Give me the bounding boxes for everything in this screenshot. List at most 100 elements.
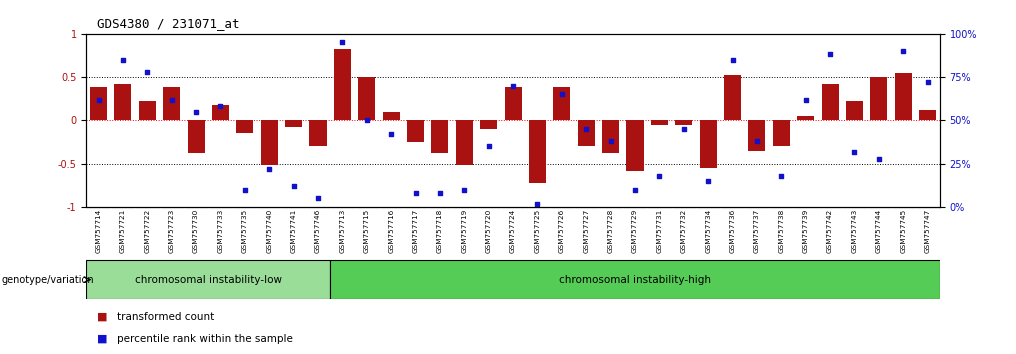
Bar [627,120,643,171]
Bar [846,101,863,120]
Bar [334,49,351,120]
Bar [602,120,619,153]
Text: GSM757740: GSM757740 [266,209,272,253]
Text: GSM757745: GSM757745 [900,209,906,253]
Point [456,187,472,193]
Text: GSM757724: GSM757724 [510,209,516,253]
Text: GSM757733: GSM757733 [217,209,224,253]
Bar [529,120,546,183]
Bar [212,105,229,120]
Bar [554,87,570,120]
Text: ■: ■ [97,312,107,322]
Text: GSM757719: GSM757719 [461,209,467,253]
Point [285,183,302,189]
Text: GSM757743: GSM757743 [851,209,858,253]
Bar [261,120,277,165]
Bar [139,101,155,120]
Text: GSM757738: GSM757738 [778,209,784,253]
Text: GSM757728: GSM757728 [608,209,614,253]
Point [212,104,229,109]
Bar [90,87,107,120]
Point [578,126,594,132]
Text: GSM757736: GSM757736 [729,209,736,253]
Bar [651,120,668,125]
Bar [578,120,594,147]
Point [164,97,180,102]
Bar [505,87,521,120]
Text: GSM757713: GSM757713 [339,209,345,253]
Bar [407,120,424,142]
Bar [871,77,887,120]
Point [554,92,570,97]
Text: GSM757747: GSM757747 [925,209,931,253]
Bar [481,120,497,129]
Point [237,187,253,193]
Text: GSM757716: GSM757716 [388,209,394,253]
Point [334,40,351,45]
Bar [798,116,814,120]
Bar [310,120,326,147]
Bar [164,87,180,120]
Point [871,156,887,161]
Point [481,144,497,149]
Point [407,190,424,196]
Point [919,79,936,85]
Text: GSM757739: GSM757739 [803,209,809,253]
Text: GSM757734: GSM757734 [705,209,711,253]
Text: GDS4380 / 231071_at: GDS4380 / 231071_at [97,17,239,30]
Text: genotype/variation: genotype/variation [1,275,93,285]
Text: chromosomal instability-high: chromosomal instability-high [559,275,711,285]
Bar [237,120,253,133]
Point [139,69,155,75]
Text: GSM757732: GSM757732 [681,209,687,253]
Point [773,173,789,179]
Bar [86,260,330,299]
Point [505,83,521,88]
Bar [700,120,716,168]
Text: GSM757746: GSM757746 [315,209,321,253]
Point [383,131,399,137]
Point [846,149,863,154]
Text: GSM757737: GSM757737 [754,209,760,253]
Text: GSM757723: GSM757723 [169,209,175,253]
Bar [456,120,472,165]
Text: GSM757720: GSM757720 [486,209,492,253]
Text: GSM757726: GSM757726 [559,209,565,253]
Bar [773,120,789,147]
Point [627,187,643,193]
Point [749,138,765,144]
Bar [919,110,936,120]
Point [432,190,448,196]
Point [261,166,277,172]
Bar [188,120,204,153]
Text: ■: ■ [97,333,107,343]
Point [651,173,668,179]
Text: GSM757731: GSM757731 [656,209,662,253]
Point [700,178,716,184]
Point [798,97,814,102]
Text: GSM757744: GSM757744 [876,209,882,253]
Point [724,57,741,62]
Point [310,196,326,201]
Text: GSM757721: GSM757721 [120,209,126,253]
Point [676,126,692,132]
Bar [383,112,399,120]
Point [602,138,619,144]
Bar [285,120,302,127]
Text: percentile rank within the sample: percentile rank within the sample [117,333,293,343]
Point [188,109,204,115]
Bar [676,120,692,125]
Text: GSM757742: GSM757742 [827,209,833,253]
Text: GSM757714: GSM757714 [96,209,102,253]
Text: GSM757718: GSM757718 [437,209,443,253]
Bar [822,84,838,120]
Text: GSM757741: GSM757741 [291,209,297,253]
Bar [359,77,375,120]
Text: GSM757725: GSM757725 [534,209,541,253]
Bar [115,84,131,120]
Bar [330,260,940,299]
Point [822,52,838,57]
Point [359,118,375,123]
Text: GSM757727: GSM757727 [583,209,589,253]
Text: GSM757722: GSM757722 [144,209,150,253]
